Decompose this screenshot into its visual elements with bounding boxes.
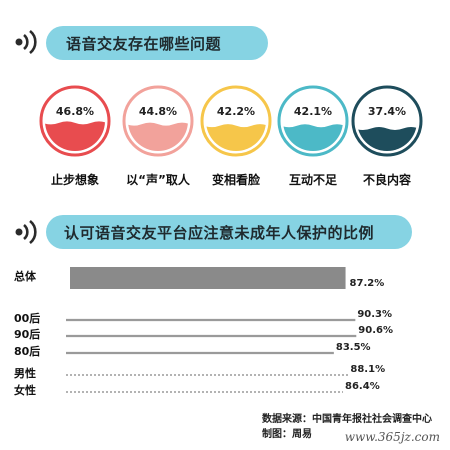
- bar-category-0: 总体: [14, 269, 37, 283]
- bar-0: [70, 267, 346, 289]
- section1-banner: 语音交友存在哪些问题: [46, 26, 268, 60]
- source-text: 数据来源：中国青年报社社会调查中心: [262, 414, 432, 425]
- bar-value-1: 90.3%: [357, 309, 392, 320]
- problem-gauges: 46.8% 44.8% 42.2% 42.1% 37.4% 止步想象 以“声”取人 变相看脸…: [0, 85, 450, 195]
- gauge-value-4: 37.4%: [368, 105, 406, 118]
- bar-value-3: 83.5%: [336, 342, 371, 353]
- bar-category-1: 00后: [14, 311, 40, 325]
- gauge-label-0: 止步想象: [50, 173, 99, 187]
- gauge-label-2: 变相看脸: [211, 173, 260, 187]
- bar-value-2: 90.6%: [358, 325, 393, 336]
- bar-category-2: 90后: [14, 327, 40, 341]
- bar-value-4: 88.1%: [350, 364, 385, 375]
- gauge-fill-4: [357, 127, 417, 151]
- section2-title: 认可语音交友平台应注意未成年人保护的比例: [64, 223, 375, 242]
- gauge-value-1: 44.8%: [139, 105, 177, 118]
- section1-title: 语音交友存在哪些问题: [66, 34, 222, 53]
- gauge-value-0: 46.8%: [56, 105, 94, 118]
- section2-banner: 认可语音交友平台应注意未成年人保护的比例: [46, 215, 412, 249]
- gauge-label-3: 互动不足: [288, 173, 337, 187]
- watermark: www.365jz.com: [344, 430, 440, 444]
- bar-category-3: 80后: [14, 344, 40, 358]
- footer: 数据来源：中国青年报社社会调查中心 制图：周易: [262, 410, 432, 440]
- sound-wave-icon: [14, 29, 42, 58]
- gauge-fill-0: [45, 121, 105, 151]
- bar-value-0: 87.2%: [350, 278, 385, 289]
- gauge-label-4: 不良内容: [362, 173, 411, 187]
- gauge-value-2: 42.2%: [217, 105, 255, 118]
- gauge-fill-1: [128, 122, 188, 151]
- bar-category-4: 男性: [14, 366, 36, 380]
- credit-text: 制图：周易: [262, 429, 312, 440]
- gauge-fill-2: [206, 124, 266, 151]
- gauge-chart: 46.8% 44.8% 42.2% 42.1% 37.4%: [39, 85, 423, 157]
- bar-value-5: 86.4%: [345, 381, 380, 392]
- bar-category-5: 女性: [14, 383, 36, 397]
- sound-wave-icon-2: [14, 219, 42, 248]
- gauge-value-3: 42.1%: [294, 105, 332, 118]
- gauge-fill-3: [283, 124, 343, 151]
- gauge-label-1: 以“声”取人: [126, 173, 190, 187]
- protection-bar-chart: 总体 87.2% 00后 90.3% 90后 90.6% 80后 83.5% 男性 88.1% 女性…: [14, 267, 393, 397]
